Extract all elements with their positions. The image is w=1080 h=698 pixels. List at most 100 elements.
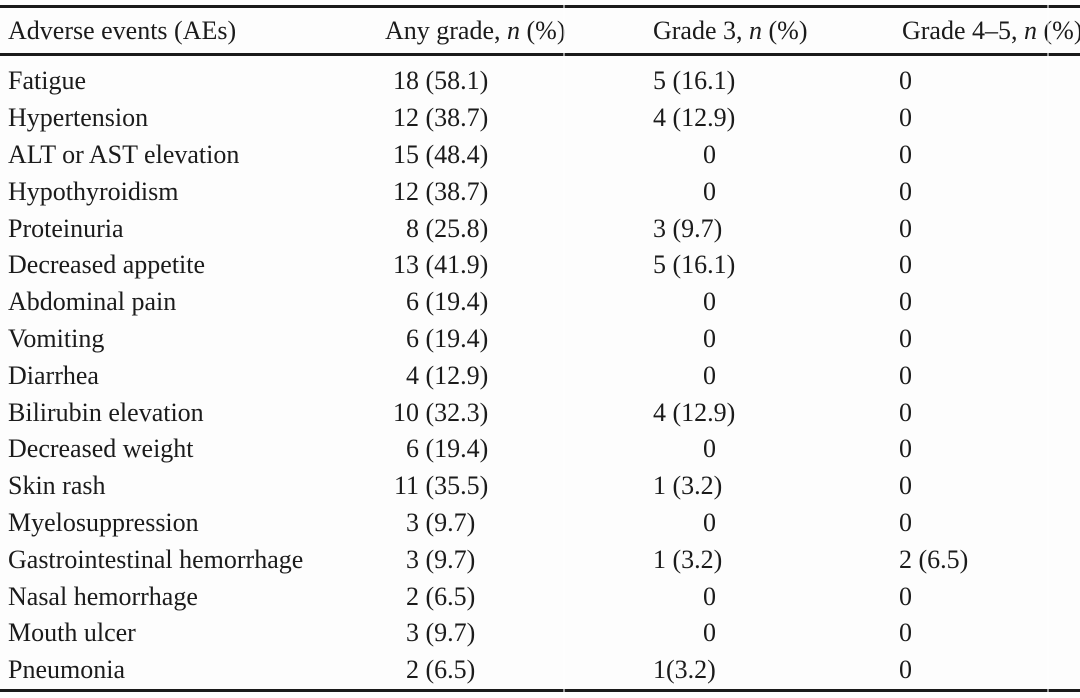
adverse-event-cell: Skin rash bbox=[8, 471, 106, 501]
count-value: 10 bbox=[393, 397, 419, 427]
adverse-event-cell: Diarrhea bbox=[8, 360, 99, 390]
percent-value: (19.4) bbox=[419, 287, 489, 317]
count-value: 0 bbox=[899, 655, 912, 685]
count-value: 2 bbox=[899, 544, 912, 574]
percent-value: (12.9) bbox=[419, 360, 489, 390]
table-row: Fatigue 18 (58.1) 5 (16.1) 0 bbox=[0, 55, 1080, 100]
table-row: Gastrointestinal hemorrhage 3 (9.7) 1 (3.2… bbox=[0, 541, 1080, 578]
percent-value: (12.9) bbox=[666, 103, 736, 133]
italic-n: n bbox=[1024, 15, 1038, 45]
adverse-event-cell: Proteinuria bbox=[8, 213, 124, 243]
count-value: 1 bbox=[653, 655, 666, 685]
grade-3-cell: 0 bbox=[653, 321, 899, 358]
header-label-part: (%) bbox=[1037, 15, 1080, 45]
grade-4-5-cell: 0 bbox=[899, 615, 1080, 652]
any-grade-cell: 10 (32.3) bbox=[385, 394, 653, 431]
any-grade-cell: 6 (19.4) bbox=[385, 321, 653, 358]
percent-value: (38.7) bbox=[419, 103, 489, 133]
count-value: 1 bbox=[653, 544, 666, 574]
any-grade-cell: 6 (19.4) bbox=[385, 431, 653, 468]
count-value: 0 bbox=[703, 287, 716, 317]
count-value: 0 bbox=[899, 287, 912, 317]
grade-3-cell: 0 bbox=[653, 431, 899, 468]
grade-3-cell: 0 bbox=[653, 173, 899, 210]
count-value: 15 bbox=[393, 139, 419, 169]
count-value: 3 bbox=[406, 507, 419, 537]
table-row: Hypothyroidism 12 (38.7) 0 0 bbox=[0, 173, 1080, 210]
grade-4-5-cell: 0 bbox=[899, 100, 1080, 137]
grade-3-cell: 0 bbox=[653, 578, 899, 615]
count-value: 0 bbox=[899, 434, 912, 464]
count-value: 5 bbox=[653, 66, 666, 96]
count-value: 0 bbox=[703, 176, 716, 206]
count-value: 5 bbox=[653, 250, 666, 280]
any-grade-cell: 2 (6.5) bbox=[385, 652, 653, 690]
grade-4-5-cell: 0 bbox=[899, 431, 1080, 468]
percent-value: (9.7) bbox=[419, 544, 476, 574]
count-value: 0 bbox=[703, 360, 716, 390]
adverse-event-cell: Vomiting bbox=[8, 323, 105, 353]
table-header: Adverse events (AEs) Any grade, n (%) Gr… bbox=[0, 5, 1080, 56]
table-row: Diarrhea 4 (12.9) 0 0 bbox=[0, 357, 1080, 394]
count-value: 2 bbox=[406, 655, 419, 685]
grade-3-cell: 0 bbox=[653, 357, 899, 394]
adverse-event-cell: Myelosuppression bbox=[8, 507, 199, 537]
grade-4-5-cell: 0 bbox=[899, 321, 1080, 358]
percent-value: (41.9) bbox=[419, 250, 489, 280]
count-value: 6 bbox=[406, 287, 419, 317]
count-value: 0 bbox=[703, 139, 716, 169]
table-body: Fatigue 18 (58.1) 5 (16.1) 0 Hypertension 12 … bbox=[0, 55, 1080, 691]
grade-4-5-cell: 0 bbox=[899, 173, 1080, 210]
grade-4-5-cell: 0 bbox=[899, 468, 1080, 505]
grade-4-5-cell: 0 bbox=[899, 394, 1080, 431]
table-row: Decreased appetite 13 (41.9) 5 (16.1) 0 bbox=[0, 247, 1080, 284]
count-value: 4 bbox=[406, 360, 419, 390]
count-value: 0 bbox=[899, 360, 912, 390]
table-row: Proteinuria 8 (25.8) 3 (9.7) 0 bbox=[0, 210, 1080, 247]
grade-4-5-cell: 0 bbox=[899, 652, 1080, 690]
adverse-event-cell: Mouth ulcer bbox=[8, 618, 136, 648]
percent-value: (16.1) bbox=[666, 66, 736, 96]
count-value: 0 bbox=[703, 323, 716, 353]
count-value: 0 bbox=[899, 618, 912, 648]
count-value: 0 bbox=[899, 66, 912, 96]
percent-value: (25.8) bbox=[419, 213, 489, 243]
header-any-grade: Any grade, n (%) bbox=[385, 5, 653, 56]
table-row: Pneumonia 2 (6.5) 1(3.2) 0 bbox=[0, 652, 1080, 690]
percent-value: (3.2) bbox=[666, 544, 723, 574]
grade-4-5-cell: 0 bbox=[899, 137, 1080, 174]
any-grade-cell: 3 (9.7) bbox=[385, 615, 653, 652]
percent-value: (6.5) bbox=[912, 544, 969, 574]
grade-3-cell: 4 (12.9) bbox=[653, 100, 899, 137]
adverse-event-cell: Gastrointestinal hemorrhage bbox=[8, 544, 304, 574]
percent-value: (9.7) bbox=[419, 507, 476, 537]
count-value: 3 bbox=[406, 618, 419, 648]
any-grade-cell: 18 (58.1) bbox=[385, 55, 653, 100]
adverse-event-cell: Pneumonia bbox=[8, 655, 125, 685]
count-value: 0 bbox=[899, 581, 912, 611]
percent-value: (3.2) bbox=[666, 655, 716, 685]
any-grade-cell: 11 (35.5) bbox=[385, 468, 653, 505]
percent-value: (6.5) bbox=[419, 581, 476, 611]
count-value: 18 bbox=[393, 66, 419, 96]
count-value: 0 bbox=[703, 434, 716, 464]
adverse-event-cell: Fatigue bbox=[8, 66, 86, 96]
adverse-events-table: Adverse events (AEs) Any grade, n (%) Gr… bbox=[0, 5, 1080, 692]
count-value: 3 bbox=[406, 544, 419, 574]
table-row: Decreased weight 6 (19.4) 0 0 bbox=[0, 431, 1080, 468]
any-grade-cell: 12 (38.7) bbox=[385, 100, 653, 137]
percent-value: (6.5) bbox=[419, 655, 476, 685]
table-row: Skin rash 11 (35.5) 1 (3.2) 0 bbox=[0, 468, 1080, 505]
percent-value: (38.7) bbox=[419, 176, 489, 206]
percent-value: (48.4) bbox=[419, 139, 489, 169]
table-row: Mouth ulcer 3 (9.7) 0 0 bbox=[0, 615, 1080, 652]
grade-3-cell: 4 (12.9) bbox=[653, 394, 899, 431]
percent-value: (3.2) bbox=[666, 471, 723, 501]
count-value: 0 bbox=[703, 581, 716, 611]
table-row: Nasal hemorrhage 2 (6.5) 0 0 bbox=[0, 578, 1080, 615]
italic-n: n bbox=[749, 15, 763, 45]
any-grade-cell: 6 (19.4) bbox=[385, 284, 653, 321]
any-grade-cell: 3 (9.7) bbox=[385, 541, 653, 578]
adverse-event-cell: Abdominal pain bbox=[8, 287, 177, 317]
count-value: 0 bbox=[899, 250, 912, 280]
